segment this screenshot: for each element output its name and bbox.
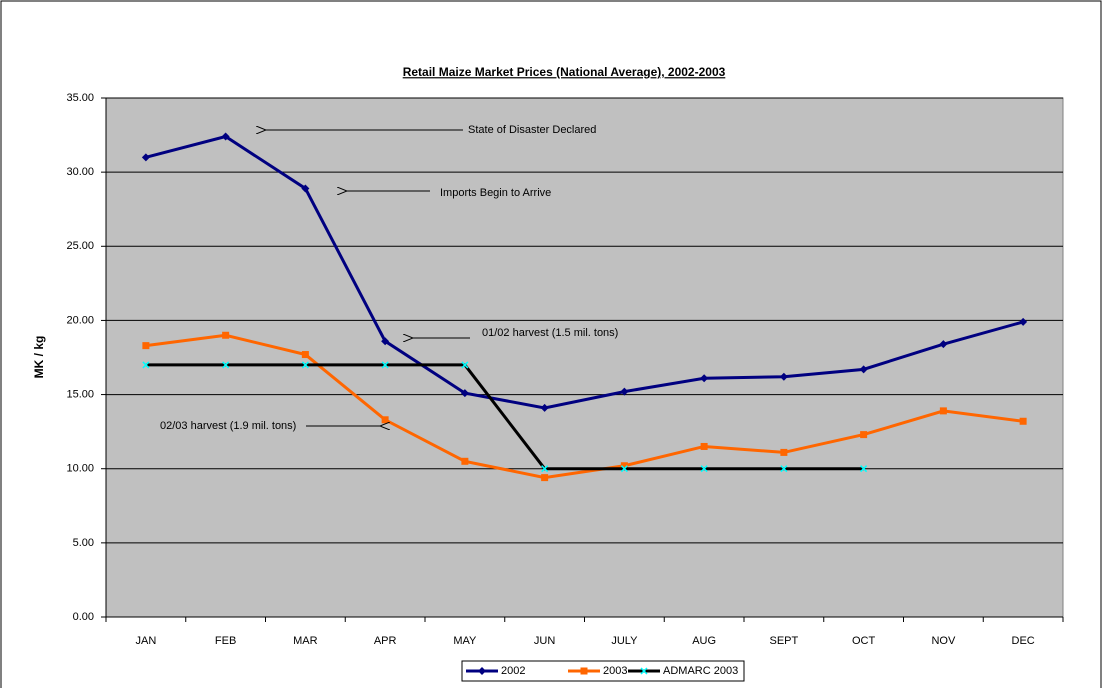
annotation: 02/03 harvest (1.9 mil. tons) xyxy=(160,420,296,432)
point xyxy=(142,342,150,350)
point xyxy=(700,374,709,383)
x-tick-label: APR xyxy=(374,635,397,647)
plot-area xyxy=(105,97,1064,618)
point xyxy=(301,351,309,359)
point xyxy=(141,153,150,162)
y-tick-label: 10.00 xyxy=(66,463,94,475)
point xyxy=(541,465,549,473)
annotation: State of Disaster Declared xyxy=(468,124,596,136)
series-line xyxy=(145,363,864,471)
annotation: 01/02 harvest (1.5 mil. tons) xyxy=(482,327,618,339)
series-line xyxy=(145,333,1024,480)
legend-label: 2003 xyxy=(603,665,627,677)
chart-title: Retail Maize Market Prices (National Ave… xyxy=(403,65,726,79)
x-tick-label: JUN xyxy=(534,635,555,647)
point xyxy=(780,465,788,473)
point xyxy=(860,431,868,439)
point xyxy=(859,365,868,374)
x-tick-label: MAR xyxy=(293,635,318,647)
x-tick-label: FEB xyxy=(215,635,236,647)
series xyxy=(142,361,868,473)
x-tick-label: MAY xyxy=(453,635,477,647)
point xyxy=(620,465,628,473)
point xyxy=(580,667,588,675)
legend-label: 2002 xyxy=(501,665,525,677)
point xyxy=(221,132,230,141)
point xyxy=(460,389,469,398)
point xyxy=(620,387,629,396)
series-line xyxy=(145,134,1024,410)
y-tick-label: 15.00 xyxy=(66,388,94,400)
annotations: State of Disaster Declared Imports Begin… xyxy=(160,124,618,432)
legend-items: 2002 2003 ADMARC 2003 xyxy=(466,665,738,677)
point xyxy=(142,361,150,369)
y-tick-label: 30.00 xyxy=(66,166,94,178)
point xyxy=(700,465,708,473)
point xyxy=(1019,317,1028,326)
x-tick-label: JAN xyxy=(135,635,156,647)
point xyxy=(301,361,309,369)
point xyxy=(381,337,390,346)
point xyxy=(779,372,788,381)
y-tick-label: 35.00 xyxy=(66,92,94,104)
y-axis-label: MK / kg xyxy=(32,336,46,379)
legend xyxy=(461,660,745,682)
point xyxy=(700,442,708,450)
point xyxy=(222,361,230,369)
x-tick-label: SEPT xyxy=(770,635,799,647)
point xyxy=(381,361,389,369)
x-tick-label: JULY xyxy=(611,635,638,647)
y-tick-label: 5.00 xyxy=(73,537,94,549)
point xyxy=(1019,417,1027,425)
point xyxy=(939,407,947,415)
annotation: Imports Begin to Arrive xyxy=(440,187,551,199)
x-tick-label: DEC xyxy=(1012,635,1035,647)
series xyxy=(142,331,1027,482)
point xyxy=(860,465,868,473)
y-tick-label: 0.00 xyxy=(73,611,94,623)
point xyxy=(939,340,948,349)
point xyxy=(461,361,469,369)
x-tick-label: NOV xyxy=(931,635,956,647)
point xyxy=(640,667,648,675)
point xyxy=(780,448,788,456)
point xyxy=(461,457,469,465)
point xyxy=(478,667,486,675)
x-tick-label: AUG xyxy=(692,635,716,647)
y-tick-label: 25.00 xyxy=(66,240,94,252)
point xyxy=(540,403,549,412)
series xyxy=(141,132,1028,412)
point xyxy=(381,416,389,424)
point xyxy=(222,331,230,339)
x-tick-label: OCT xyxy=(852,635,876,647)
point xyxy=(620,462,628,470)
legend-label: ADMARC 2003 xyxy=(663,665,738,677)
point xyxy=(541,474,549,482)
point xyxy=(301,184,310,193)
y-tick-label: 20.00 xyxy=(66,314,94,326)
